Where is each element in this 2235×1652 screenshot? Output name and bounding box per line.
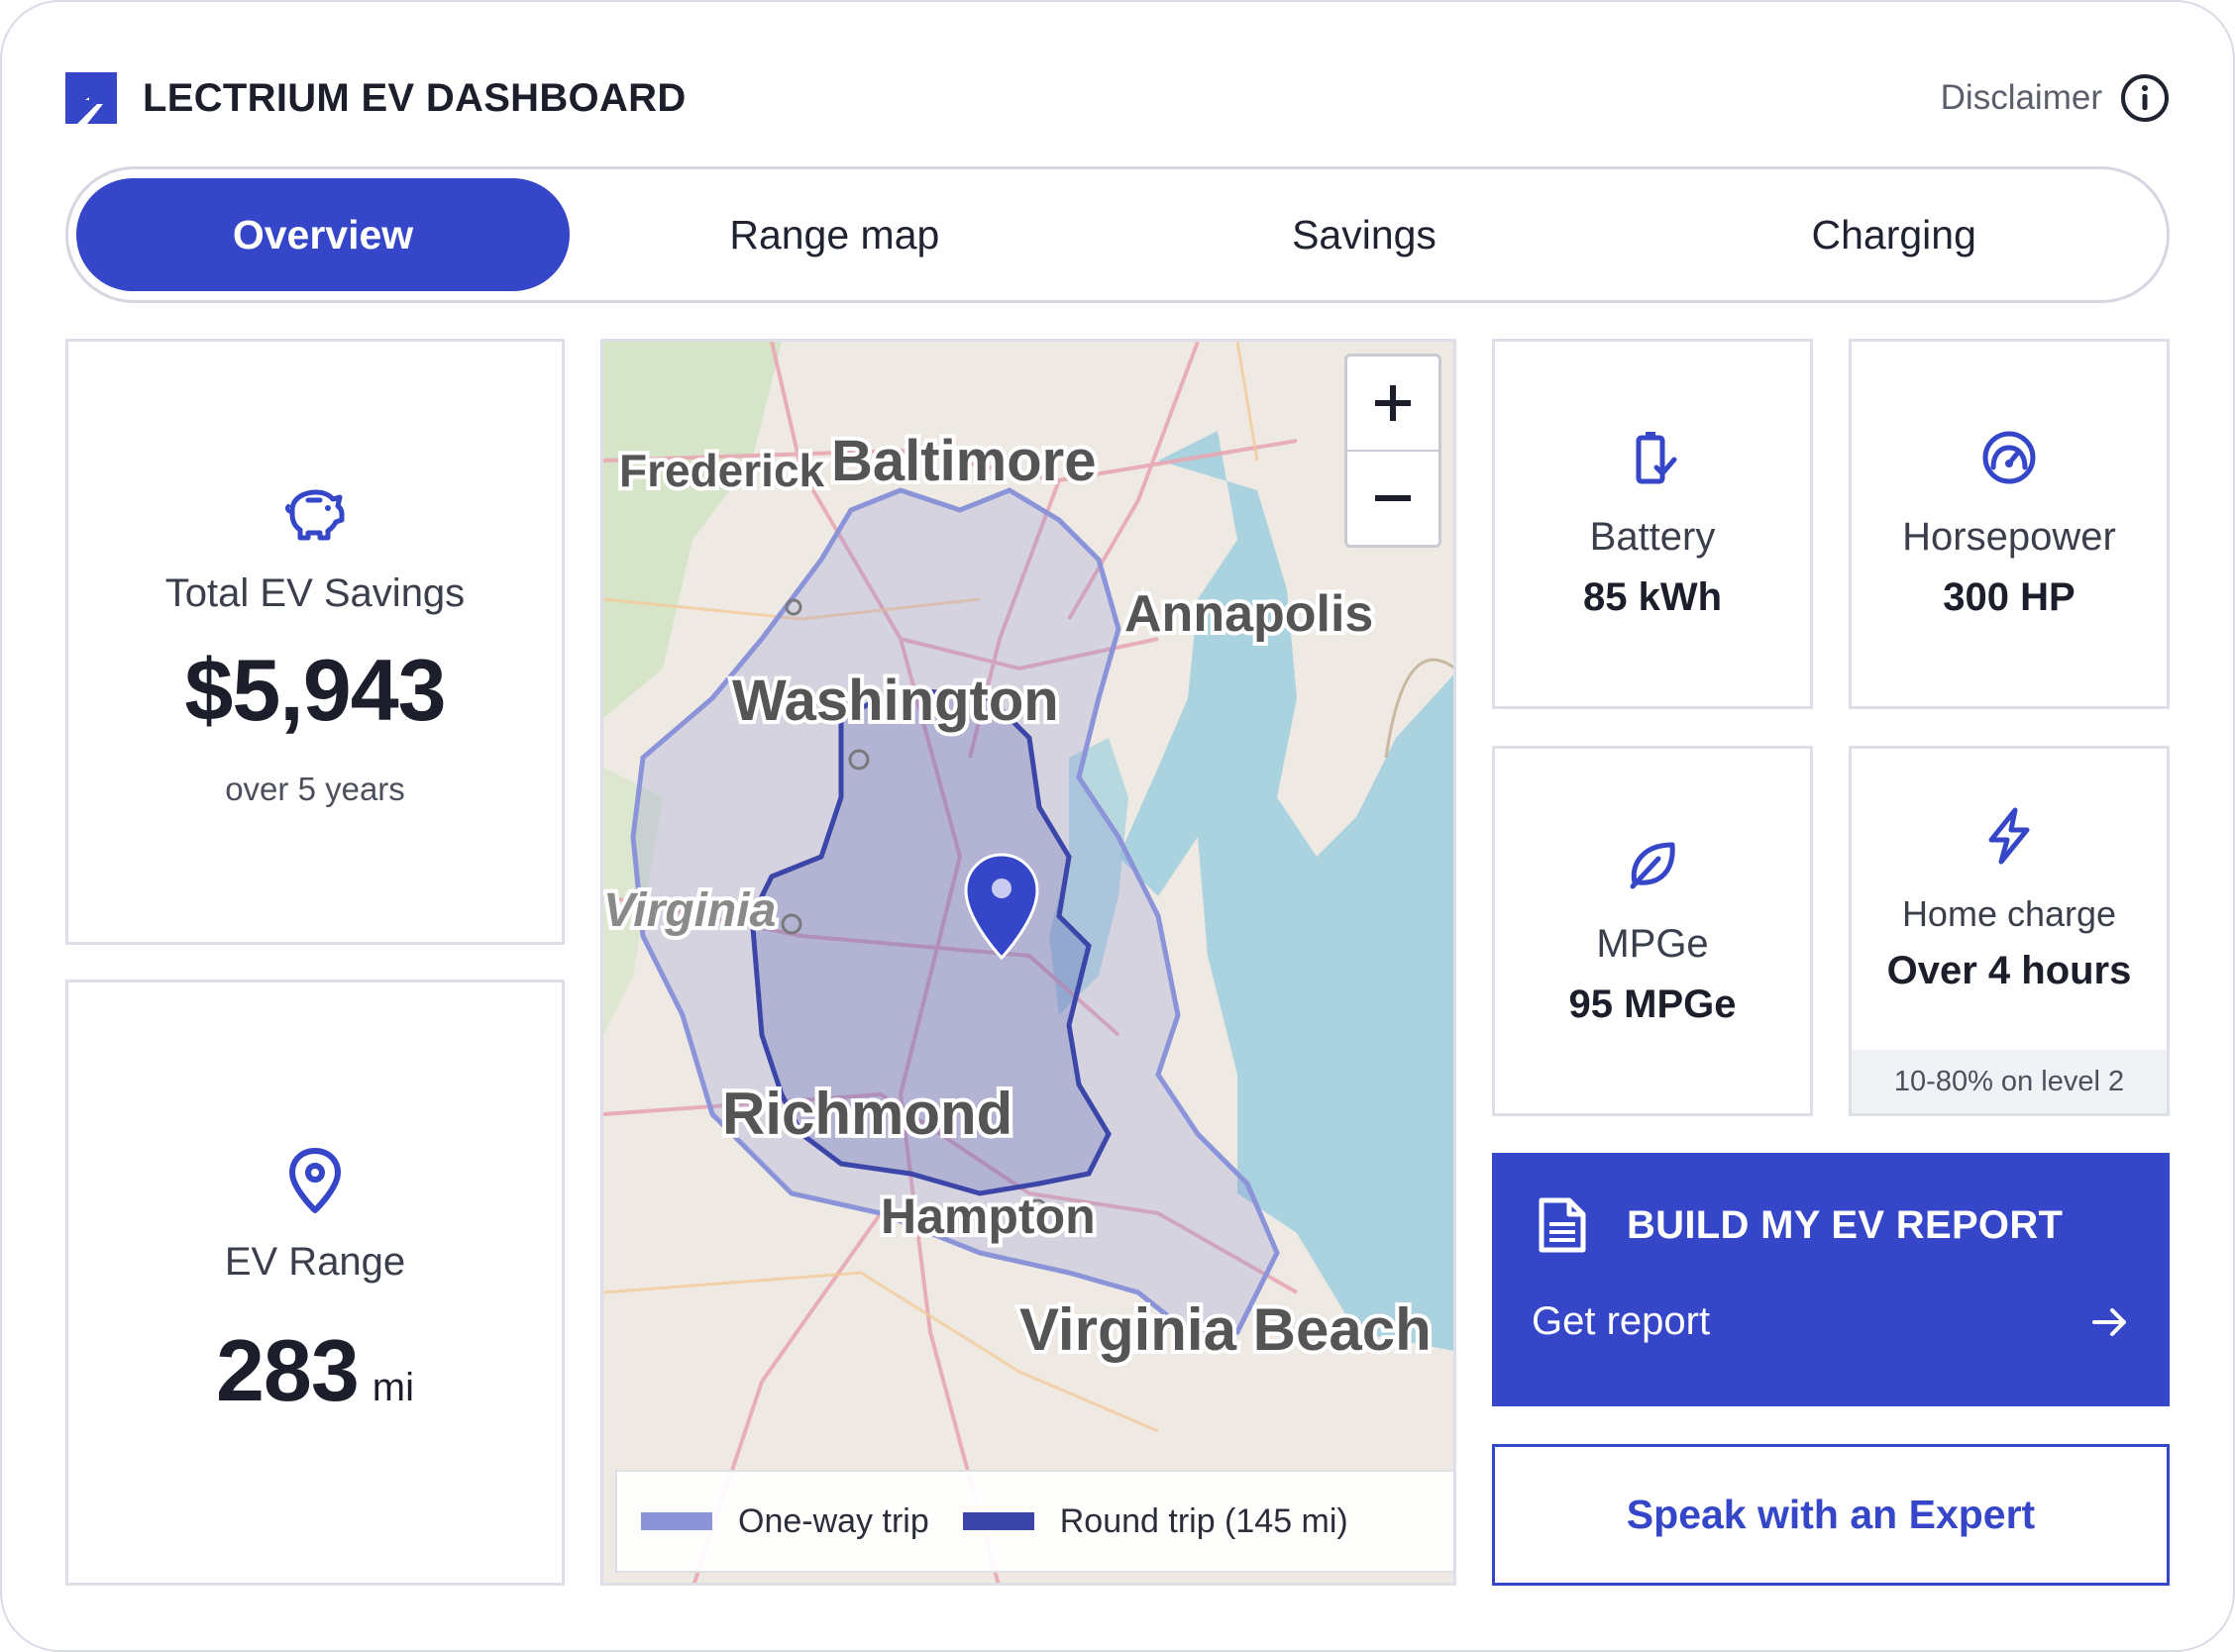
build-report-button[interactable]: BUILD MY EV REPORT Get report xyxy=(1492,1153,2170,1406)
battery-card: Battery 85 kWh xyxy=(1492,339,1813,709)
horsepower-card: Horsepower 300 HP xyxy=(1849,339,2170,709)
lightning-logo-icon xyxy=(65,72,117,124)
tab-overview[interactable]: Overview xyxy=(76,178,570,291)
map-canvas: Frederick Baltimore Annapolis Washington… xyxy=(603,342,1453,1583)
map-zoom-control xyxy=(1344,354,1441,548)
legend-round-trip-label: Round trip (145 mi) xyxy=(1059,1501,1348,1540)
report-title: BUILD MY EV REPORT xyxy=(1627,1202,2064,1247)
map-legend: One-way trip Round trip (145 mi) xyxy=(615,1470,1453,1573)
map-marker-icon[interactable] xyxy=(964,853,1039,961)
arrow-right-icon xyxy=(2092,1307,2126,1336)
city-label-virginia-beach: Virginia Beach xyxy=(1019,1296,1432,1363)
legend-one-way-label: One-way trip xyxy=(738,1501,929,1540)
range-card: EV Range 283 mi xyxy=(65,980,565,1586)
range-value: 283 xyxy=(215,1320,360,1419)
report-header: BUILD MY EV REPORT xyxy=(1532,1194,2130,1256)
lightning-icon xyxy=(1988,807,2030,864)
legend-one-way: One-way trip xyxy=(641,1502,929,1541)
horsepower-label: Horsepower xyxy=(1902,515,2116,559)
home-charge-card: Home charge Over 4 hours 10-80% on level… xyxy=(1849,746,2170,1116)
mpge-value: 95 MPGe xyxy=(1568,982,1737,1026)
mpge-label: MPGe xyxy=(1596,922,1709,966)
home-charge-body: Home charge Over 4 hours xyxy=(1852,749,2167,1050)
location-pin-icon xyxy=(289,1147,341,1213)
disclaimer-label: Disclaimer xyxy=(1940,78,2102,117)
battery-value: 85 kWh xyxy=(1582,575,1723,619)
zoom-in-button[interactable] xyxy=(1347,357,1438,450)
home-charge-label: Home charge xyxy=(1901,892,2117,934)
info-icon xyxy=(2121,74,2169,122)
mpge-card: MPGe 95 MPGe xyxy=(1492,746,1813,1116)
document-icon xyxy=(1539,1197,1586,1253)
plus-icon xyxy=(1375,385,1411,421)
home-charge-footnote: 10-80% on level 2 xyxy=(1852,1050,2167,1113)
piggy-bank-icon xyxy=(285,489,345,540)
savings-card: Total EV Savings $5,943 over 5 years xyxy=(65,339,565,945)
tab-bar: Overview Range map Savings Charging xyxy=(65,166,2170,303)
disclaimer-link[interactable]: Disclaimer xyxy=(1941,69,2170,127)
savings-period: over 5 years xyxy=(225,770,405,807)
minus-icon xyxy=(1375,495,1411,501)
city-label-annapolis: Annapolis xyxy=(1124,585,1373,643)
region-label-virginia: Virginia xyxy=(603,884,776,937)
battery-icon xyxy=(1636,432,1677,484)
city-label-baltimore: Baltimore xyxy=(831,429,1097,493)
range-value-row: 283 mi xyxy=(216,1320,414,1421)
legend-round-trip: Round trip (145 mi) xyxy=(962,1501,1348,1541)
speak-with-expert-button[interactable]: Speak with an Expert xyxy=(1492,1444,2170,1586)
round-trip-swatch xyxy=(962,1512,1034,1530)
range-label: EV Range xyxy=(224,1239,406,1284)
city-label-washington: Washington xyxy=(732,669,1059,733)
tab-charging[interactable]: Charging xyxy=(1811,211,1976,258)
horsepower-value: 300 HP xyxy=(1943,575,2075,619)
savings-label: Total EV Savings xyxy=(164,570,466,615)
city-label-frederick: Frederick xyxy=(619,445,825,496)
one-way-swatch xyxy=(641,1512,712,1530)
tab-savings[interactable]: Savings xyxy=(1292,211,1437,258)
brand-name: LECTRIUM EV DASHBOARD xyxy=(143,75,687,120)
report-footer: Get report xyxy=(1532,1299,2130,1344)
battery-label: Battery xyxy=(1589,515,1716,559)
gauge-icon xyxy=(1982,431,2036,484)
home-charge-value: Over 4 hours xyxy=(1886,948,2132,992)
city-label-richmond: Richmond xyxy=(722,1081,1012,1147)
get-report-link[interactable]: Get report xyxy=(1532,1299,1711,1343)
range-map[interactable]: Frederick Baltimore Annapolis Washington… xyxy=(600,339,1456,1586)
savings-value: $5,943 xyxy=(184,640,446,739)
tab-range-map[interactable]: Range map xyxy=(729,211,940,258)
brand: LECTRIUM EV DASHBOARD xyxy=(65,69,687,127)
zoom-out-button[interactable] xyxy=(1347,450,1438,545)
city-label-hampton: Hampton xyxy=(881,1188,1096,1244)
range-unit: mi xyxy=(372,1365,415,1409)
leaf-icon xyxy=(1630,842,1675,889)
